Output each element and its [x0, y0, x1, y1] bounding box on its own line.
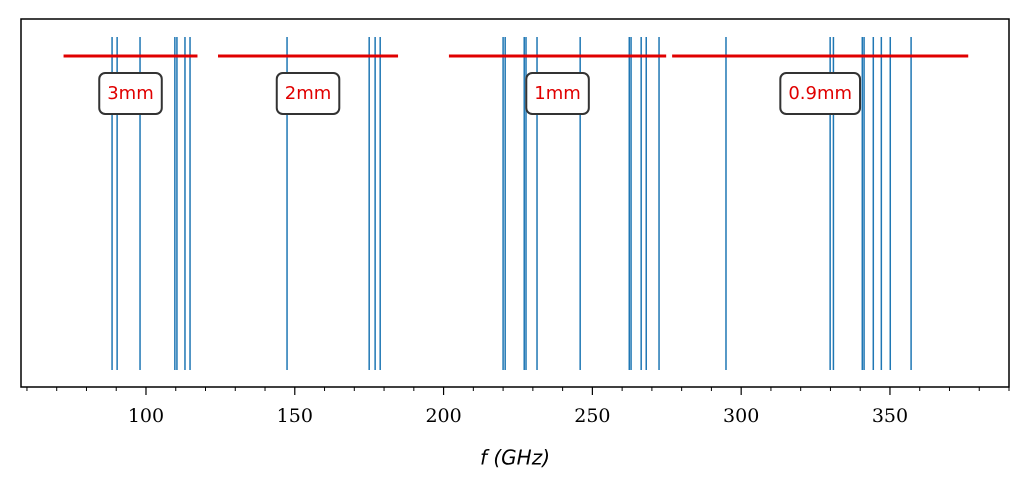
x-tick-label: 200: [425, 405, 461, 427]
x-tick-label: 250: [574, 405, 610, 427]
band-label-box: [275, 72, 341, 115]
x-axis-label: f (GHz): [480, 446, 550, 470]
x-tick-label: 100: [128, 405, 164, 427]
x-tick-label: 350: [872, 405, 908, 427]
band-label: 3mm: [107, 83, 154, 104]
band-label: 2mm: [285, 83, 332, 104]
x-tick-label: 300: [723, 405, 759, 427]
band-label: 1mm: [534, 83, 581, 104]
x-tick-label: 150: [277, 405, 313, 427]
band-label-box: [98, 72, 163, 115]
band-label-box: [779, 72, 862, 115]
band-label-box: [525, 72, 590, 115]
plot-frame: [20, 18, 1010, 388]
band-label: 0.9mm: [788, 83, 852, 104]
